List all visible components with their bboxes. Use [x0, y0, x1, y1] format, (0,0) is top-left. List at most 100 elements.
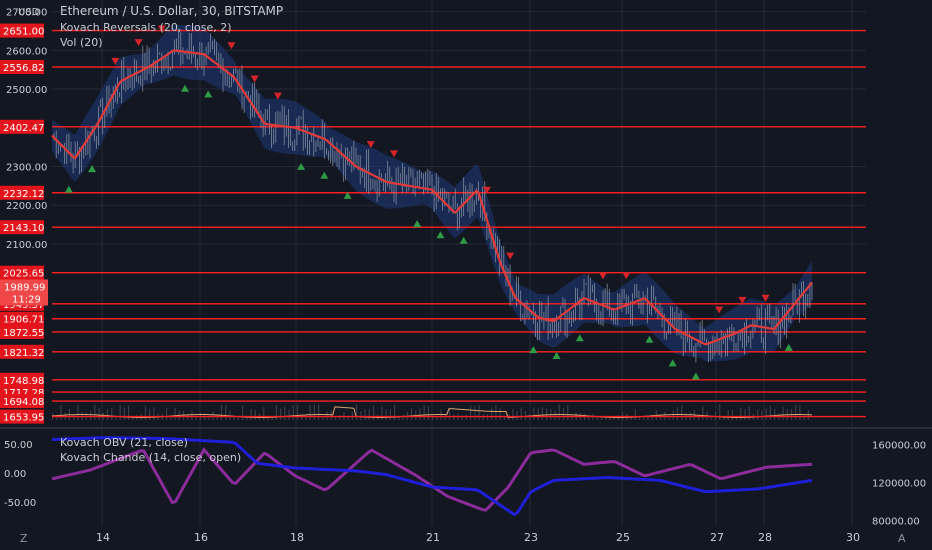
price-level-tag: [0, 220, 44, 235]
sell-marker: [506, 252, 515, 260]
volume-bar: [322, 415, 324, 420]
buy-marker: [88, 165, 97, 173]
buy-marker: [297, 162, 306, 170]
volume-bar: [212, 411, 214, 420]
volume-bar: [748, 406, 750, 420]
x-tick-label: 23: [524, 531, 538, 544]
price-level-label: 1748.98: [3, 376, 44, 387]
volume-bar: [765, 408, 767, 420]
buy-marker: [575, 334, 584, 342]
volume-bar: [719, 404, 721, 420]
volume-bar: [744, 408, 746, 420]
volume-bar: [216, 415, 218, 420]
volume-bar: [170, 416, 172, 420]
volume-bar: [318, 404, 320, 420]
volume-bar: [609, 416, 611, 420]
price-level-tag: [0, 265, 44, 280]
volume-bar: [56, 414, 58, 420]
volume-bar: [334, 417, 337, 420]
sell-marker: [390, 150, 398, 158]
volume-bar: [541, 407, 543, 420]
indicator-legend-volume[interactable]: Vol (20): [60, 36, 103, 49]
volume-bar: [605, 416, 607, 420]
volume-bar: [647, 416, 649, 420]
volume-bar: [166, 407, 168, 420]
sell-marker: [599, 272, 607, 280]
volume-bar: [385, 409, 387, 420]
volume-bar: [782, 406, 784, 420]
volume-bar: [301, 416, 303, 420]
buy-marker: [64, 185, 73, 193]
y-tick-label: 2600.00: [6, 46, 47, 57]
volume-bar: [727, 410, 729, 420]
volume-bar: [208, 417, 210, 420]
buy-marker: [413, 220, 422, 228]
buy-marker: [668, 359, 677, 367]
price-level-tag: [0, 372, 44, 387]
volume-bar: [220, 404, 223, 420]
volume-bar: [394, 404, 396, 420]
x-tick-label: 16: [194, 531, 208, 544]
volume-bar: [423, 405, 425, 420]
sub-y-tick-left: 50.00: [4, 440, 33, 451]
buy-marker: [459, 236, 468, 244]
volume-bar: [271, 417, 273, 420]
volume-bar: [643, 417, 645, 420]
volume-bar: [436, 416, 438, 420]
volume-bar: [132, 415, 134, 420]
volume-bar: [600, 415, 603, 420]
price-level-label: 1653.95: [3, 413, 44, 424]
volume-bar: [613, 416, 615, 420]
sell-marker: [111, 57, 120, 65]
volume-bar: [503, 416, 505, 420]
indicator-legend-obv[interactable]: Kovach OBV (21, close): [60, 436, 188, 449]
volume-bar: [533, 407, 535, 420]
sell-marker: [366, 141, 375, 149]
sell-marker: [482, 186, 491, 194]
volume-bar: [242, 405, 244, 420]
oscillator-pane[interactable]: [51, 436, 813, 517]
volume-bar: [546, 408, 548, 420]
volume-bar: [512, 409, 514, 420]
volume-bar: [474, 405, 476, 420]
indicator-legend-chande[interactable]: Kovach Chande (14, close, open): [60, 451, 242, 464]
volume-bar: [596, 415, 598, 420]
sub-y-tick-right: 120000.00: [872, 478, 926, 489]
sub-y-tick-right: 160000.00: [872, 440, 926, 451]
price-level-tag: [0, 409, 44, 424]
volume-bar: [499, 408, 501, 420]
log-scale-toggle-icon[interactable]: Z: [20, 532, 28, 545]
volume-bar: [98, 407, 100, 420]
volume-bar: [769, 406, 771, 420]
countdown-label: 11:29: [12, 294, 41, 305]
volume-bar: [736, 416, 738, 420]
volume-bar: [254, 410, 256, 420]
buy-marker: [343, 191, 352, 199]
price-level-tag: [0, 119, 44, 134]
sell-marker: [622, 272, 631, 280]
volume-bar: [123, 407, 125, 420]
current-price-tag: [0, 279, 48, 306]
volume-bar: [630, 417, 632, 420]
price-levels: 2651.00 2556.82 2402.47 2232.12 2143.10 2025.…: [0, 23, 866, 424]
buy-marker: [784, 343, 793, 351]
auto-scale-toggle-icon[interactable]: A: [898, 532, 906, 545]
volume-bar: [313, 404, 315, 420]
volume-bar: [389, 409, 391, 420]
volume-bar: [263, 407, 265, 420]
volume-bar: [267, 417, 269, 420]
volume-bar: [470, 406, 472, 420]
volume-bar: [664, 411, 666, 420]
buy-marker: [691, 372, 700, 380]
price-level-label: 2556.82: [3, 63, 44, 74]
reversal-line: [51, 49, 813, 346]
volume-bar: [567, 405, 569, 420]
volume-bar: [554, 410, 556, 420]
volume-bar: [111, 408, 113, 420]
buy-marker: [529, 346, 538, 354]
price-level-label: 1694.08: [3, 397, 44, 408]
price-level-label: 1872.55: [3, 328, 44, 339]
indicator-legend-reversals[interactable]: Kovach Reversals (20, close, 2): [60, 21, 232, 34]
volume-bar: [149, 409, 151, 420]
